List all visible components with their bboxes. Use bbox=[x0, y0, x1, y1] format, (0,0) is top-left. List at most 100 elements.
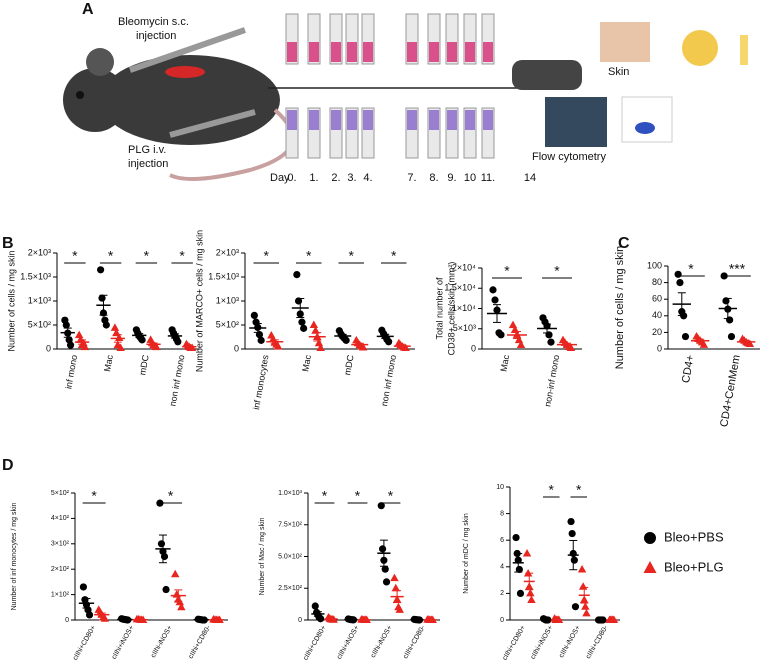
data-point bbox=[599, 616, 607, 624]
y-axis-label: Number of inf monocytes / mg skin bbox=[11, 503, 18, 611]
syringe-fill bbox=[447, 110, 457, 130]
x-tick-label: cIIhi-iNOS+ bbox=[370, 624, 394, 659]
y-tick-label: 0 bbox=[65, 617, 69, 624]
data-point bbox=[138, 336, 146, 344]
y-tick-label: 2×10³ bbox=[216, 247, 239, 257]
data-point bbox=[311, 602, 319, 610]
y-tick-label: 2×10⁴ bbox=[452, 262, 476, 272]
mouse-eye bbox=[76, 91, 84, 99]
data-point bbox=[316, 343, 325, 352]
cells-icon bbox=[682, 30, 718, 66]
data-point bbox=[415, 616, 424, 624]
day-number: 10 bbox=[464, 172, 476, 184]
tube-icon bbox=[740, 35, 748, 65]
chart: 0 5×10² 1×10³ 1.5×10³ 2×10³ Number of MARCO+ … bbox=[194, 230, 415, 411]
x-tick-label: non inf mono bbox=[379, 354, 398, 407]
data-point bbox=[102, 321, 110, 329]
x-tick-label: mDC bbox=[342, 354, 355, 376]
data-point bbox=[250, 311, 258, 319]
chart: 0 1×10² 2×10² 3×10² 4×10² 5×10² Number of inf … bbox=[11, 488, 228, 662]
y-tick-label: 1×10⁴ bbox=[452, 303, 476, 313]
data-point bbox=[491, 296, 499, 304]
data-point bbox=[385, 338, 393, 346]
data-point bbox=[581, 602, 590, 610]
syringe-fill bbox=[465, 42, 475, 62]
significance-label: * bbox=[168, 488, 174, 504]
x-tick-label: cIIhi+CD80+ bbox=[72, 624, 98, 660]
data-point bbox=[381, 565, 389, 573]
y-axis-label: Total number of bbox=[434, 277, 444, 340]
data-point bbox=[62, 321, 70, 329]
data-point bbox=[66, 341, 75, 349]
data-point bbox=[313, 332, 322, 340]
syringe-fill bbox=[331, 110, 341, 130]
data-point bbox=[110, 323, 120, 331]
legend-marker bbox=[644, 532, 656, 544]
data-point bbox=[566, 343, 576, 351]
y-tick-label: 5×10³ bbox=[453, 323, 476, 333]
syringe-fill bbox=[309, 110, 319, 130]
data-point bbox=[175, 597, 185, 606]
data-point bbox=[100, 614, 110, 622]
data-point bbox=[525, 582, 534, 590]
x-tick-label: non inf mono bbox=[168, 354, 187, 407]
syringe-fill bbox=[287, 42, 297, 62]
x-tick-label: CD4+CenMem bbox=[718, 354, 743, 428]
x-tick-label: non-inf mono bbox=[542, 354, 561, 407]
data-point bbox=[567, 517, 575, 526]
data-point bbox=[514, 556, 522, 564]
syringe-fill bbox=[331, 42, 341, 62]
data-point bbox=[722, 297, 730, 305]
data-point bbox=[98, 294, 106, 302]
data-point bbox=[547, 338, 555, 346]
x-tick-label: cIIhi+iNOS+ bbox=[530, 624, 555, 660]
data-point bbox=[380, 556, 388, 564]
charts: 0 5×10² 1×10³ 1.5×10³ 2×10³ Number of cells /… bbox=[6, 230, 760, 662]
y-tick-label: 1×10² bbox=[51, 591, 70, 598]
data-point bbox=[513, 549, 521, 558]
data-point bbox=[508, 320, 518, 329]
data-point bbox=[571, 603, 580, 611]
data-point bbox=[395, 605, 404, 613]
data-point bbox=[523, 568, 533, 577]
x-tick-label: inf monocytes bbox=[251, 354, 271, 411]
y-tick-label: 0 bbox=[500, 617, 504, 624]
y-tick-label: 7.5×10² bbox=[278, 522, 303, 529]
chart: 0 2 4 6 8 10 Number of mDC / mg skin cIIhi+CD80… bbox=[463, 482, 620, 662]
significance-label: * bbox=[554, 263, 560, 279]
y-axis-label: Number of Mac / mg skin bbox=[259, 517, 266, 595]
x-tick-label: cIIhi+iNOS+ bbox=[111, 624, 136, 660]
syringe-row: 0. 1. 2. 3. 4. 7. 8. 9. 10 11. 14 bbox=[285, 13, 536, 184]
mouse-head bbox=[63, 68, 127, 132]
day-number: 4. bbox=[363, 172, 372, 184]
data-point bbox=[569, 549, 577, 558]
data-point bbox=[526, 588, 535, 597]
y-axis-label: Number of MARCO+ cells / mg skin bbox=[194, 230, 204, 372]
data-point bbox=[516, 340, 526, 348]
data-point bbox=[674, 270, 682, 278]
data-point bbox=[401, 343, 410, 352]
legend: Bleo+PBS Bleo+PLG bbox=[643, 529, 724, 574]
y-tick-label: 5×10² bbox=[28, 319, 51, 329]
data-point bbox=[377, 502, 385, 510]
y-tick-label: 20 bbox=[652, 327, 662, 337]
y-tick-label: 40 bbox=[652, 310, 662, 320]
data-point bbox=[577, 564, 587, 573]
data-point bbox=[116, 343, 125, 352]
data-point bbox=[489, 286, 497, 294]
data-point bbox=[112, 328, 121, 337]
y-tick-label: 1.5×10³ bbox=[20, 271, 51, 281]
data-point bbox=[300, 324, 308, 332]
y-tick-label: 2.5×10² bbox=[278, 585, 303, 592]
y-axis-label: Number of mDC / mg skin bbox=[463, 513, 470, 594]
y-tick-label: 4×10² bbox=[51, 515, 70, 522]
data-point bbox=[124, 616, 132, 624]
x-tick-label: cIIhi+CD80+ bbox=[502, 624, 528, 660]
schematic-label: Bleomycin s.c. bbox=[118, 16, 189, 28]
significance-label: * bbox=[72, 248, 78, 264]
significance-label: * bbox=[504, 263, 510, 279]
y-tick-label: 1.0×10³ bbox=[278, 490, 303, 497]
schematic-label: injection bbox=[128, 158, 168, 170]
data-point bbox=[512, 533, 520, 542]
data-point bbox=[293, 271, 301, 279]
